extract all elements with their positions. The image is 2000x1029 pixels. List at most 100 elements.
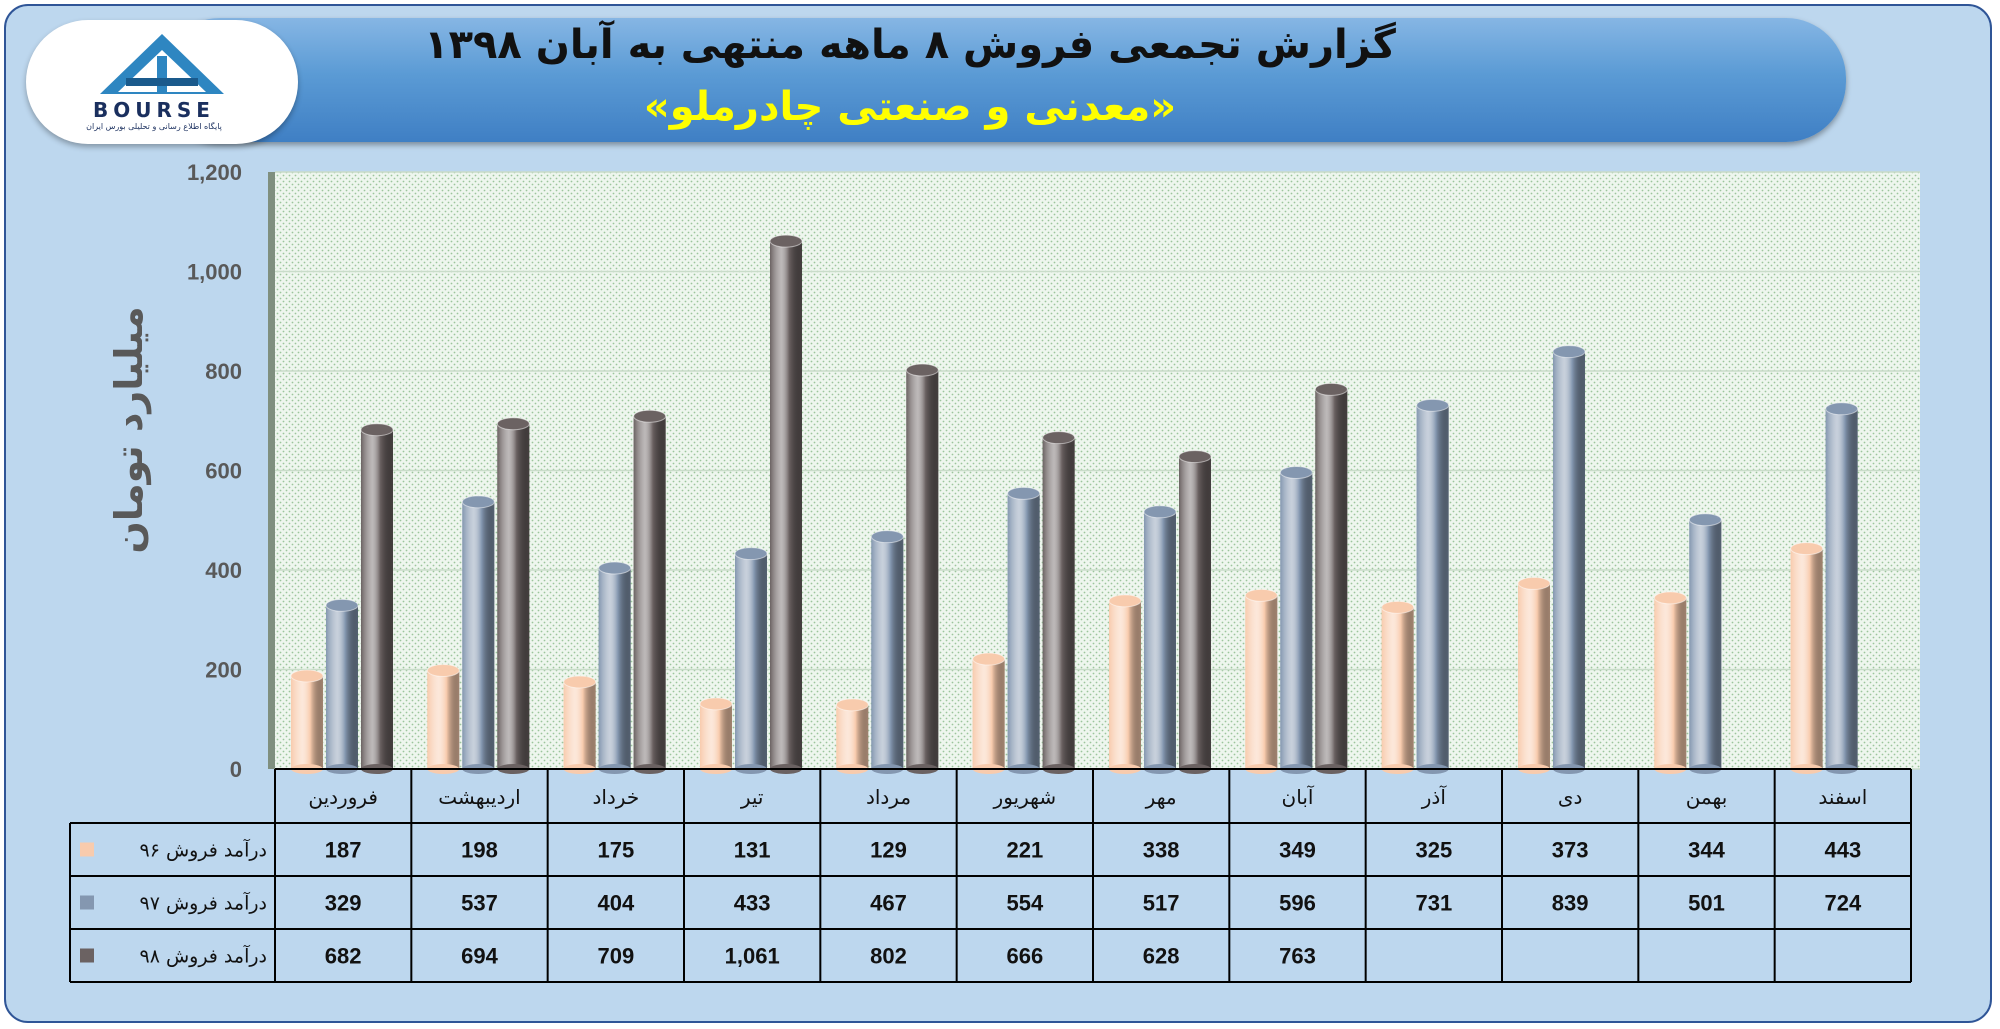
chart-subtitle: «معدنی و صنعتی چادرملو» [643, 84, 1177, 130]
data-label: 131 [734, 838, 771, 863]
y-axis-wall [268, 172, 275, 769]
bar [1653, 591, 1687, 774]
bar [461, 495, 495, 774]
bar-cap [633, 409, 667, 423]
bar [1314, 382, 1348, 774]
bar-cap [1688, 513, 1722, 527]
bar [325, 598, 359, 774]
y-tick-label: 400 [205, 558, 242, 583]
bar [1042, 431, 1076, 774]
bar [734, 547, 768, 774]
bar-cap [461, 495, 495, 509]
data-label: 666 [1006, 944, 1043, 969]
data-label: 344 [1688, 838, 1725, 863]
bar [905, 363, 939, 774]
data-label: 433 [734, 891, 771, 916]
bar-cap [1108, 594, 1142, 608]
bar [290, 669, 324, 774]
bar [1416, 398, 1450, 774]
y-axis-label: میلیارد تومان [107, 306, 151, 553]
data-label: 501 [1688, 891, 1725, 916]
x-tick-label: دی [1558, 785, 1583, 809]
bar [835, 698, 869, 774]
bar [426, 663, 460, 774]
bar [699, 697, 733, 774]
y-tick-label: 200 [205, 658, 242, 683]
bar-shade [497, 423, 530, 769]
bar-shade [1245, 595, 1278, 769]
bar-shade [1007, 493, 1040, 769]
chart-title: گزارش تجمعی فروش ۸ ماهه منتهی به آبان ۱۳… [424, 22, 1396, 68]
bar [563, 675, 597, 774]
x-tick-label: تیر [740, 785, 764, 809]
bar-shade [972, 659, 1005, 769]
bar-cap [734, 547, 768, 561]
bar [496, 417, 530, 774]
data-label: 709 [597, 944, 634, 969]
bar [1381, 600, 1415, 774]
x-tick-label: اسفند [1818, 785, 1867, 809]
data-label: 1,061 [725, 944, 780, 969]
bar-shade [1144, 511, 1176, 769]
bar-cap [1790, 542, 1824, 556]
bar-shade [1109, 600, 1141, 769]
bar-cap [1279, 465, 1313, 479]
bar-cap [1042, 431, 1076, 445]
bar-cap [1416, 398, 1450, 412]
bar [972, 652, 1006, 774]
data-label: 404 [597, 891, 634, 916]
data-label: 198 [461, 838, 498, 863]
data-label: 129 [870, 838, 907, 863]
logo-text: BOURSE [93, 98, 215, 122]
x-tick-label: خرداد [592, 785, 639, 809]
data-label: 349 [1279, 838, 1316, 863]
bar-shade [1280, 472, 1313, 769]
data-label: 175 [597, 838, 634, 863]
bar-cap [1825, 402, 1859, 416]
bar-shade [361, 429, 393, 769]
bar-cap [563, 675, 597, 689]
bar-cap [835, 698, 869, 712]
data-label: 221 [1006, 838, 1043, 863]
data-label: 731 [1415, 891, 1452, 916]
data-label: 537 [461, 891, 498, 916]
bar-shade [462, 501, 495, 769]
bar-cap [699, 697, 733, 711]
bar-cap [1007, 486, 1041, 500]
data-label: 596 [1279, 891, 1316, 916]
data-label: 724 [1824, 891, 1861, 916]
bar-cap [972, 652, 1006, 666]
legend-label: درآمد فروش ۹۶ [139, 838, 267, 862]
bar [1790, 542, 1824, 774]
y-tick-label: 1,000 [187, 260, 242, 285]
data-label: 682 [325, 944, 362, 969]
y-tick-label: 600 [205, 459, 242, 484]
bar [769, 234, 803, 774]
bar [1178, 450, 1212, 774]
data-label: 325 [1415, 838, 1452, 863]
bar-shade [291, 675, 323, 769]
y-tick-label: 800 [205, 359, 242, 384]
x-tick-label: آبان [1282, 784, 1315, 809]
bar-cap [360, 423, 394, 437]
legend-swatch [80, 948, 94, 963]
data-label: 467 [870, 891, 907, 916]
data-label: 443 [1824, 838, 1861, 863]
title-banner [160, 18, 1846, 142]
data-label: 628 [1143, 944, 1180, 969]
bar-cap [1143, 505, 1177, 519]
bar-cap [325, 598, 359, 612]
bar-cap [496, 417, 530, 431]
bar-shade [326, 605, 358, 769]
x-tick-label: بهمن [1686, 785, 1728, 809]
bar-shade [1654, 597, 1687, 769]
bar-shade [1381, 607, 1414, 769]
bar-shade [1179, 456, 1211, 769]
legend-swatch [80, 842, 94, 857]
bar [1279, 465, 1313, 774]
bar [1825, 402, 1859, 774]
bourse-logo [26, 20, 298, 144]
bar-cap [1552, 345, 1586, 359]
bar [1688, 513, 1722, 774]
